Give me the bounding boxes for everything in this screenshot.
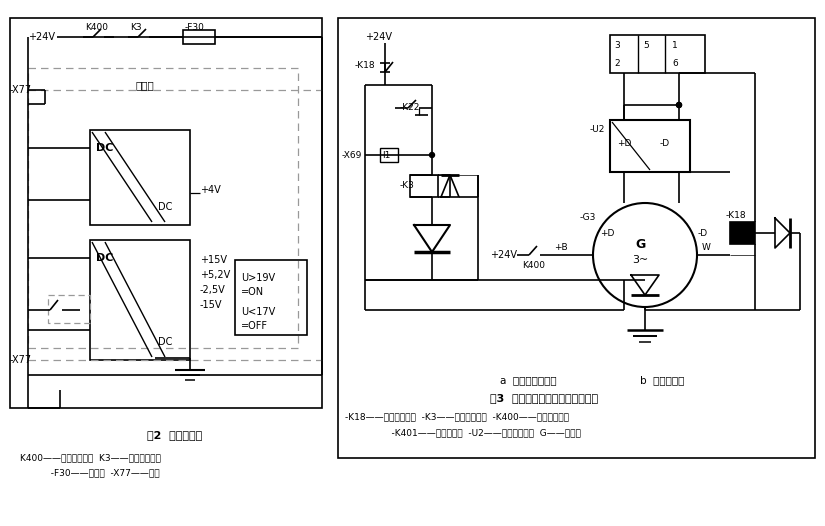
Text: DC: DC [96,143,113,153]
Bar [90,240,190,360]
Text: K3: K3 [130,24,142,33]
Text: DC: DC [158,337,172,347]
Text: =ON: =ON [241,287,264,297]
Circle shape [430,153,435,157]
Text: 1: 1 [672,41,678,49]
Text: +24V: +24V [490,250,517,260]
Bar [610,120,690,172]
Text: DC: DC [96,253,113,263]
Text: -K18——继电器及触点  -K3——继电器及触点  -K400——继电器及触点: -K18——继电器及触点 -K3——继电器及触点 -K400——继电器及触点 [345,412,569,421]
Text: -D: -D [660,138,670,147]
Text: 6: 6 [672,58,678,67]
Text: U>19V: U>19V [241,273,275,283]
Text: +24V: +24V [28,32,55,42]
Bar [380,148,398,162]
Text: 图3  电源板外围电路及发电机电路: 图3 电源板外围电路及发电机电路 [490,393,598,403]
Text: 2: 2 [614,58,620,67]
Text: +4V: +4V [200,185,221,195]
Text: -X69: -X69 [342,150,362,159]
Text: +24V: +24V [365,32,392,42]
Bar [90,130,190,225]
Text: -F30——燔断器  -X77——插头: -F30——燔断器 -X77——插头 [45,468,159,477]
Bar [338,18,815,458]
Bar [48,295,90,323]
Text: +D: +D [600,228,615,238]
Bar [610,35,705,73]
Text: 5: 5 [643,41,648,49]
Text: U<17V: U<17V [241,307,276,317]
Text: G: G [635,238,645,251]
Text: 电源板: 电源板 [135,80,154,90]
Text: -G3: -G3 [580,214,596,222]
Text: -K22: -K22 [400,104,421,113]
Text: +15V: +15V [200,255,227,265]
Bar [235,260,307,335]
Text: 3~: 3~ [632,255,648,265]
Text: -D: -D [698,228,708,238]
Text: 图2  电源板电路: 图2 电源板电路 [148,430,203,440]
Text: +B: +B [554,242,568,251]
Bar [730,222,755,244]
Text: K400: K400 [85,24,108,33]
Bar [10,18,322,408]
Bar [410,175,438,197]
Text: +5,2V: +5,2V [200,270,230,280]
Text: W: W [702,242,711,251]
Text: =OFF: =OFF [241,321,268,331]
Text: -F30: -F30 [185,24,205,33]
Text: -15V: -15V [200,300,223,310]
Bar [183,30,215,44]
Text: K400——继电器及触点  K3——继电器及触点: K400——继电器及触点 K3——继电器及触点 [20,453,161,462]
Circle shape [676,103,681,107]
Bar [28,68,298,348]
Text: +D: +D [617,138,631,147]
Text: I1: I1 [382,150,390,159]
Text: -K3: -K3 [400,180,415,189]
Text: -K401——启动继电器  -U2——发电机稳压器  G——发电机: -K401——启动继电器 -U2——发电机稳压器 G——发电机 [380,428,581,437]
Circle shape [676,103,681,107]
Text: -X77: -X77 [10,85,32,95]
Text: -2,5V: -2,5V [200,285,226,295]
Text: -U2: -U2 [590,126,606,135]
Text: -X77: -X77 [10,355,32,365]
Text: 3: 3 [614,41,620,49]
Text: K400: K400 [522,260,545,269]
Text: DC: DC [158,202,172,212]
Text: b  发电机电路: b 发电机电路 [640,375,685,385]
Text: -K18: -K18 [355,60,375,69]
Text: -K18: -K18 [726,210,747,219]
Text: a  电源板外围电路: a 电源板外围电路 [500,375,557,385]
